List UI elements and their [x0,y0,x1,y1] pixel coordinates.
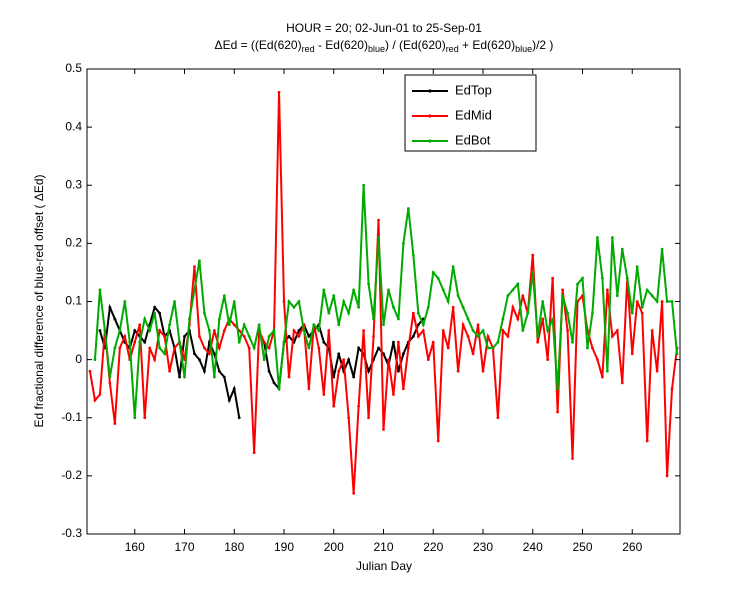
x-tick-label: 170 [174,540,194,554]
legend-label: EdBot [455,132,491,147]
x-tick-label: 180 [224,540,244,554]
subscript: red [302,44,315,54]
subscript: blue [368,44,385,54]
subtitle-part: ) / (Ed(620) [385,38,446,52]
y-tick-label: 0.1 [65,294,82,308]
chart-subtitle: ΔEd = ((Ed(620)red - Ed(620)blue) / (Ed(… [215,38,554,54]
subtitle-part: - Ed(620) [315,38,368,52]
x-tick-label: 240 [523,540,543,554]
subscript: blue [515,44,532,54]
x-tick-label: 220 [423,540,443,554]
y-tick-label: -0.1 [61,410,82,424]
y-tick-label: 0 [75,352,82,366]
x-tick-label: 210 [373,540,393,554]
legend-box [404,74,537,152]
y-tick-label: -0.2 [61,468,82,482]
subtitle-part: ΔEd = ((Ed(620) [215,38,302,52]
y-tick-label: 0.5 [65,61,82,75]
x-axis-label: Julian Day [356,559,412,573]
legend-marker [428,114,432,118]
y-tick-label: -0.3 [61,526,82,540]
legend-marker [428,89,432,93]
plot-area [87,69,680,534]
subscript: red [446,44,459,54]
legend: EdTop EdMid EdBot [404,74,537,152]
x-tick-label: 230 [473,540,493,554]
legend-label: EdMid [455,107,492,122]
legend-label: EdTop [455,82,492,97]
y-axis-label: Ed fractional difference of blue-red off… [32,174,46,427]
x-tick-label: 200 [324,540,344,554]
y-tick-label: 0.3 [65,177,82,191]
chart-title: HOUR = 20; 02-Jun-01 to 25-Sep-01 [286,21,482,35]
x-tick-label: 250 [572,540,592,554]
series-line [93,183,679,420]
subtitle-part: )/2 ) [532,38,553,52]
axes [86,68,681,535]
x-tick-label: 160 [125,540,145,554]
y-tick-label: 0.4 [65,119,82,133]
legend-marker [428,139,432,143]
x-tick-label: 260 [622,540,642,554]
subtitle-part: + Ed(620) [459,38,515,52]
y-tick-label: 0.2 [65,236,82,250]
x-tick-label: 190 [274,540,294,554]
